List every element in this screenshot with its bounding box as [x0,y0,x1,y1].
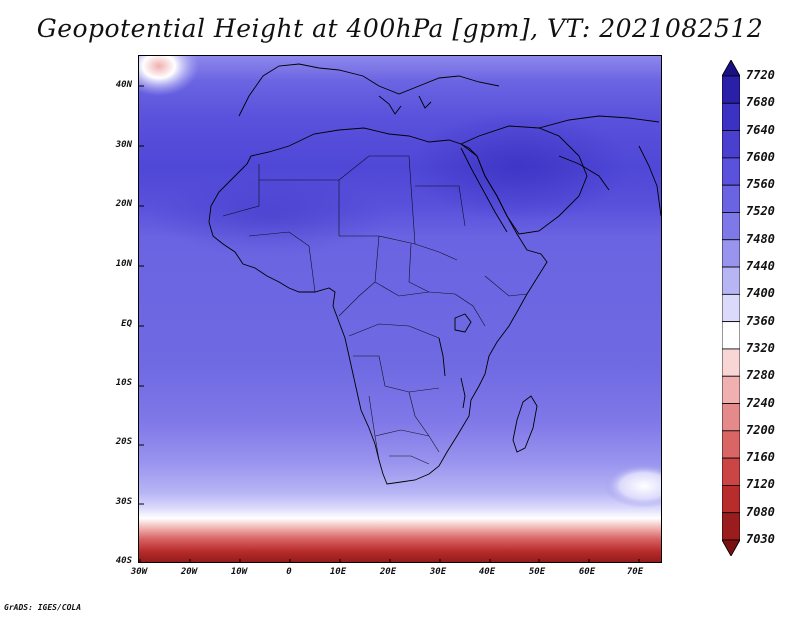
colorbar-label: 7520 [746,204,775,219]
colorbar-label: 7720 [746,68,775,82]
colorbar-box [722,457,740,486]
southeast-ridge [604,464,661,508]
colorbar-label: 7200 [746,422,775,437]
madagascar-coast [512,395,538,453]
lon-label-30w: 30W [130,567,148,577]
colorbar-label: 7640 [746,122,775,137]
lat-label-10s: 10S [115,378,132,388]
colorbar-box [722,293,740,323]
lon-label-20e: 20E [379,567,397,577]
country-borders [222,155,528,465]
colorbar-box [722,102,740,131]
colorbar-box [722,75,740,104]
lat-label-40n: 40N [115,80,132,90]
colorbar-box [722,430,740,459]
lon-label-60e: 60E [578,567,596,577]
colorbar-box [722,485,740,514]
sahara-high [149,176,389,256]
lon-label-30e: 30E [429,567,447,577]
colorbar-box [722,266,740,295]
lon-label-40e: 40E [478,567,496,577]
colorbar-label: 7680 [746,95,775,110]
coastlines [208,63,661,485]
colorbar-box [722,130,740,159]
colorbar-box [722,212,740,241]
lon-label-50e: 50E [528,567,546,577]
colorbar-label: 7560 [746,177,775,192]
colorbar-label: 7030 [746,532,775,546]
lat-label-20n: 20N [115,199,132,209]
colorbar-box [722,239,740,268]
colorbar-box [722,512,740,541]
colorbar-label: 7400 [746,286,775,301]
lon-label-0: 0 [286,567,292,577]
lat-label-10n: 10N [115,259,132,269]
colorbar-label: 7160 [746,450,775,465]
colorbar [722,60,740,556]
lat-label-eq: EQ [121,319,132,329]
colorbar-label: 7600 [746,149,775,164]
axis-ticks [139,85,640,562]
arabia-coast [460,125,588,235]
colorbar-box [722,184,740,213]
lon-label-10w: 10W [230,567,248,577]
lon-label-70e: 70E [626,567,644,577]
colorbar-label: 7240 [746,395,775,410]
northwest-low [139,56,199,96]
colorbar-label: 7320 [746,340,775,355]
lat-label-20s: 20S [115,437,132,447]
colorbar-bottom-cap [722,539,740,556]
colorbar-label: 7480 [746,231,775,246]
geopotential-map [139,56,661,562]
lon-label-10e: 10E [329,567,347,577]
europe-coast [238,63,500,117]
colorbar-box [722,321,740,350]
colorbar-label: 7360 [746,313,775,328]
africa-coast [208,127,548,485]
colorbar-box [722,157,740,186]
colorbar-box [722,348,740,377]
colorbar-top-cap [722,60,740,77]
middle-east-high [409,111,629,221]
grads-credit: GrADS: IGES/COLA [4,603,82,612]
colorbar-box [722,403,740,432]
colorbar-label: 7120 [746,477,775,492]
colorbar-box [722,375,740,404]
colorbar-label: 7080 [746,504,775,519]
lat-label-40s: 40S [115,556,132,566]
plot-title: Geopotential Height at 400hPa [gpm], VT:… [36,14,764,43]
lat-label-30s: 30S [115,497,132,507]
colorbar-boxes [722,60,740,556]
map-panel [138,55,662,563]
lon-label-20w: 20W [180,567,198,577]
colorbar-label: 7280 [746,368,775,383]
lat-label-30n: 30N [115,140,132,150]
colorbar-label: 7440 [746,259,775,274]
